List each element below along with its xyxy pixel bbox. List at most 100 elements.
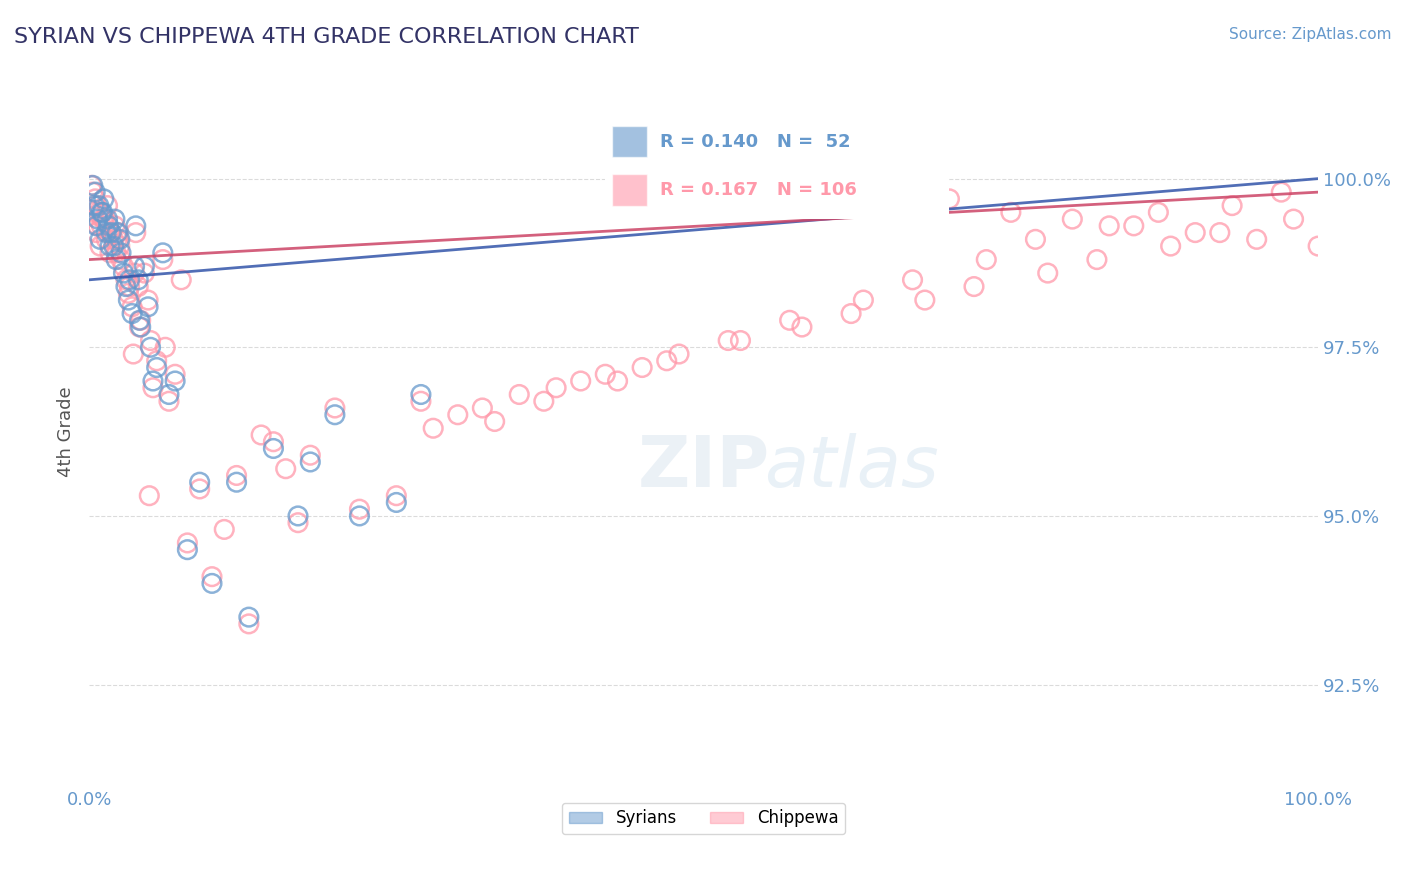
Point (471, 401, 494, 415)
Point (89, 239, 111, 253)
Point (1184, 226, 1206, 240)
Point (145, 360, 167, 375)
Point (128, 320, 150, 334)
Point (110, 252, 132, 267)
Point (100, 226, 122, 240)
Point (349, 508, 371, 523)
Point (250, 428, 273, 442)
Point (107, 226, 129, 240)
Point (104, 212, 127, 227)
Point (127, 279, 149, 293)
Point (91, 212, 114, 227)
Point (83, 205, 105, 219)
Point (349, 502, 371, 516)
Point (1000, 205, 1022, 219)
Point (668, 347, 690, 361)
Point (121, 307, 143, 321)
Point (938, 192, 960, 206)
Point (385, 495, 408, 509)
Point (139, 334, 162, 348)
Text: SYRIAN VS CHIPPEWA 4TH GRADE CORRELATION CHART: SYRIAN VS CHIPPEWA 4TH GRADE CORRELATION… (14, 27, 638, 46)
Point (136, 293, 159, 307)
Point (117, 286, 139, 301)
Point (97, 226, 120, 240)
Point (84, 192, 107, 206)
Point (105, 252, 128, 267)
Point (1308, 239, 1330, 253)
Point (1062, 212, 1084, 227)
Point (142, 381, 165, 395)
Point (238, 616, 260, 631)
Point (157, 394, 180, 409)
Point (409, 394, 432, 409)
Point (96, 226, 118, 240)
Point (104, 219, 127, 233)
Point (287, 516, 309, 530)
Point (98, 245, 121, 260)
Point (409, 387, 432, 401)
Point (287, 508, 309, 523)
Point (914, 293, 936, 307)
Point (201, 576, 224, 591)
Point (118, 273, 141, 287)
Point (96, 212, 118, 227)
Point (730, 334, 752, 348)
Legend: Syrians, Chippewa: Syrians, Chippewa (562, 803, 845, 834)
Point (108, 232, 131, 246)
Point (86, 212, 108, 227)
Point (93, 192, 115, 206)
Point (1160, 239, 1182, 253)
Point (90, 219, 112, 233)
Point (129, 320, 152, 334)
Point (692, 185, 714, 199)
Point (87, 205, 110, 219)
Point (83, 199, 105, 213)
Point (1209, 226, 1232, 240)
Point (129, 313, 152, 327)
Point (176, 536, 198, 550)
Text: Source: ZipAtlas.com: Source: ZipAtlas.com (1229, 27, 1392, 42)
Point (122, 347, 145, 361)
Point (323, 401, 346, 415)
Point (110, 245, 132, 260)
Point (117, 293, 139, 307)
Point (484, 415, 506, 429)
Point (508, 387, 530, 401)
Point (96, 199, 118, 213)
Point (105, 245, 128, 260)
Point (165, 374, 187, 388)
Point (89, 232, 111, 246)
Point (901, 273, 924, 287)
Point (299, 448, 322, 462)
Point (170, 273, 193, 287)
Point (974, 252, 997, 267)
Point (201, 569, 224, 583)
Point (157, 387, 180, 401)
Point (138, 489, 160, 503)
Point (139, 340, 162, 354)
Text: atlas: atlas (763, 433, 938, 501)
Point (593, 368, 616, 382)
Point (112, 266, 135, 280)
Point (385, 489, 408, 503)
Point (790, 320, 813, 334)
Point (91, 205, 114, 219)
Point (262, 434, 284, 449)
Point (877, 178, 900, 193)
Point (606, 374, 628, 388)
Point (136, 300, 159, 314)
Point (1036, 266, 1059, 280)
Point (127, 273, 149, 287)
Point (1098, 219, 1121, 233)
Point (96, 232, 118, 246)
Point (124, 260, 146, 274)
Point (115, 279, 138, 293)
Point (188, 482, 211, 496)
Point (1147, 205, 1170, 219)
Point (1220, 199, 1243, 213)
Point (82, 178, 104, 193)
Point (188, 475, 211, 490)
Point (134, 260, 156, 274)
Point (86, 219, 108, 233)
Point (631, 360, 654, 375)
